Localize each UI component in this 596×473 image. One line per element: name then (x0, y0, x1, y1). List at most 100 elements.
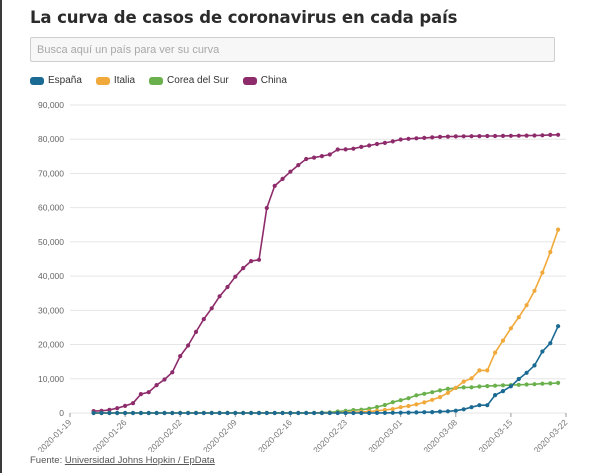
x-tick-label: 2020-02-09 (201, 417, 239, 452)
x-tick-label: 2020-02-16 (256, 417, 294, 452)
data-point-china (170, 370, 175, 375)
data-point-china (556, 132, 561, 137)
data-point-corea-del-sur (516, 382, 521, 387)
data-point-corea-del-sur (556, 380, 561, 385)
data-point-espa-a (430, 410, 435, 415)
data-point-china (162, 377, 167, 382)
data-point-espa-a (477, 403, 482, 408)
data-point-italia (437, 395, 443, 400)
legend-item-espana[interactable]: España (30, 75, 82, 86)
data-point-china (256, 257, 262, 262)
data-point-espa-a (556, 324, 561, 329)
data-point-china (532, 133, 537, 138)
data-point-espa-a (249, 410, 254, 416)
data-point-espa-a (540, 349, 545, 354)
data-point-espa-a (343, 410, 348, 416)
x-tick-label: 2020-03-15 (476, 417, 514, 452)
data-point-espa-a (99, 410, 104, 416)
chart-series (91, 132, 561, 416)
data-point-china (312, 155, 317, 160)
legend-item-italia[interactable]: Italia (95, 75, 136, 86)
data-point-espa-a (461, 407, 466, 412)
y-tick-label: 50,000 (38, 237, 64, 247)
data-point-espa-a (516, 376, 521, 382)
source-link[interactable]: Universidad Johns Hopkin / EpData (64, 455, 215, 466)
data-point-espa-a (406, 410, 411, 415)
y-tick-label: 70,000 (38, 168, 64, 178)
data-point-espa-a (170, 410, 175, 416)
data-point-china (406, 136, 411, 141)
data-point-corea-del-sur (461, 385, 466, 390)
data-point-china (351, 146, 356, 151)
legend-item-corea[interactable]: Corea del Sur (149, 75, 229, 86)
country-search-input[interactable] (30, 37, 555, 62)
data-point-china (335, 147, 340, 152)
x-tick-label: 2020-03-01 (366, 417, 404, 452)
legend-label-italia: Italia (113, 75, 136, 86)
data-point-espa-a (217, 410, 222, 416)
x-tick-label: 2020-02-02 (146, 417, 184, 452)
data-point-espa-a (91, 410, 96, 416)
data-point-china (107, 407, 112, 412)
data-point-china (154, 383, 159, 388)
data-point-italia (453, 385, 458, 390)
data-point-italia (390, 407, 395, 412)
data-point-china (233, 274, 238, 279)
data-point-espa-a (178, 410, 183, 416)
y-tick-label: 60,000 (38, 203, 64, 213)
data-point-espa-a (500, 389, 506, 394)
y-tick-label: 0 (59, 408, 64, 418)
data-point-espa-a (201, 410, 206, 416)
data-point-espa-a (398, 410, 403, 415)
data-point-china (516, 133, 521, 138)
data-point-china (241, 266, 246, 271)
data-point-china (304, 156, 309, 162)
legend-label-china: China (260, 75, 287, 86)
data-point-espa-a (508, 384, 513, 389)
data-point-china (453, 134, 458, 139)
data-point-espa-a (312, 410, 317, 416)
data-point-espa-a (335, 410, 340, 416)
data-point-espa-a (327, 410, 332, 416)
data-point-china (225, 284, 230, 290)
data-point-corea-del-sur (430, 390, 435, 395)
data-point-corea-del-sur (469, 385, 474, 390)
data-point-espa-a (548, 341, 553, 346)
data-point-china (123, 403, 128, 408)
data-point-espa-a (154, 410, 159, 416)
data-point-china (422, 135, 427, 140)
chart-grid (70, 104, 566, 414)
data-point-china (343, 147, 348, 152)
data-point-espa-a (382, 410, 387, 415)
data-point-italia (556, 227, 561, 232)
legend-item-china[interactable]: China (242, 75, 287, 86)
data-point-corea-del-sur (422, 391, 427, 396)
x-axis: 2020-01-19 2020-01-26 2020-02-02 2020-02-09… (36, 413, 570, 452)
data-point-espa-a (422, 410, 427, 415)
data-point-espa-a (469, 405, 474, 410)
data-point-china (493, 133, 498, 139)
data-point-espa-a (138, 410, 143, 416)
data-point-corea-del-sur (493, 383, 498, 388)
data-point-espa-a (256, 410, 262, 416)
data-point-china (477, 134, 482, 139)
y-tick-label: 10,000 (38, 374, 64, 384)
data-point-china (445, 134, 450, 139)
data-point-corea-del-sur (445, 386, 450, 391)
data-point-corea-del-sur (382, 402, 387, 408)
data-point-china (359, 144, 364, 149)
data-point-china (201, 317, 206, 322)
data-point-espa-a (445, 409, 450, 414)
y-tick-label: 90,000 (38, 100, 64, 110)
data-point-china (398, 137, 403, 142)
data-point-espa-a (123, 410, 128, 416)
data-point-corea-del-sur (406, 396, 411, 401)
data-point-corea-del-sur (398, 398, 403, 403)
legend-swatch-espana (30, 76, 44, 85)
data-point-italia (414, 402, 419, 407)
data-point-espa-a (532, 363, 537, 368)
data-point-espa-a (374, 410, 380, 415)
data-point-italia (382, 407, 387, 413)
y-axis: 0 10,000 20,000 30,000 40,000 50,000 60,000 70,… (38, 100, 64, 418)
x-tick-label: 2020-01-19 (36, 417, 74, 452)
